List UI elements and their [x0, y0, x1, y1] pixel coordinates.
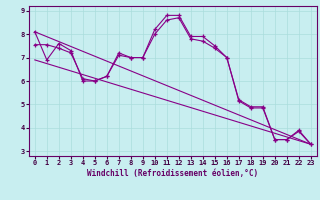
X-axis label: Windchill (Refroidissement éolien,°C): Windchill (Refroidissement éolien,°C)	[87, 169, 258, 178]
